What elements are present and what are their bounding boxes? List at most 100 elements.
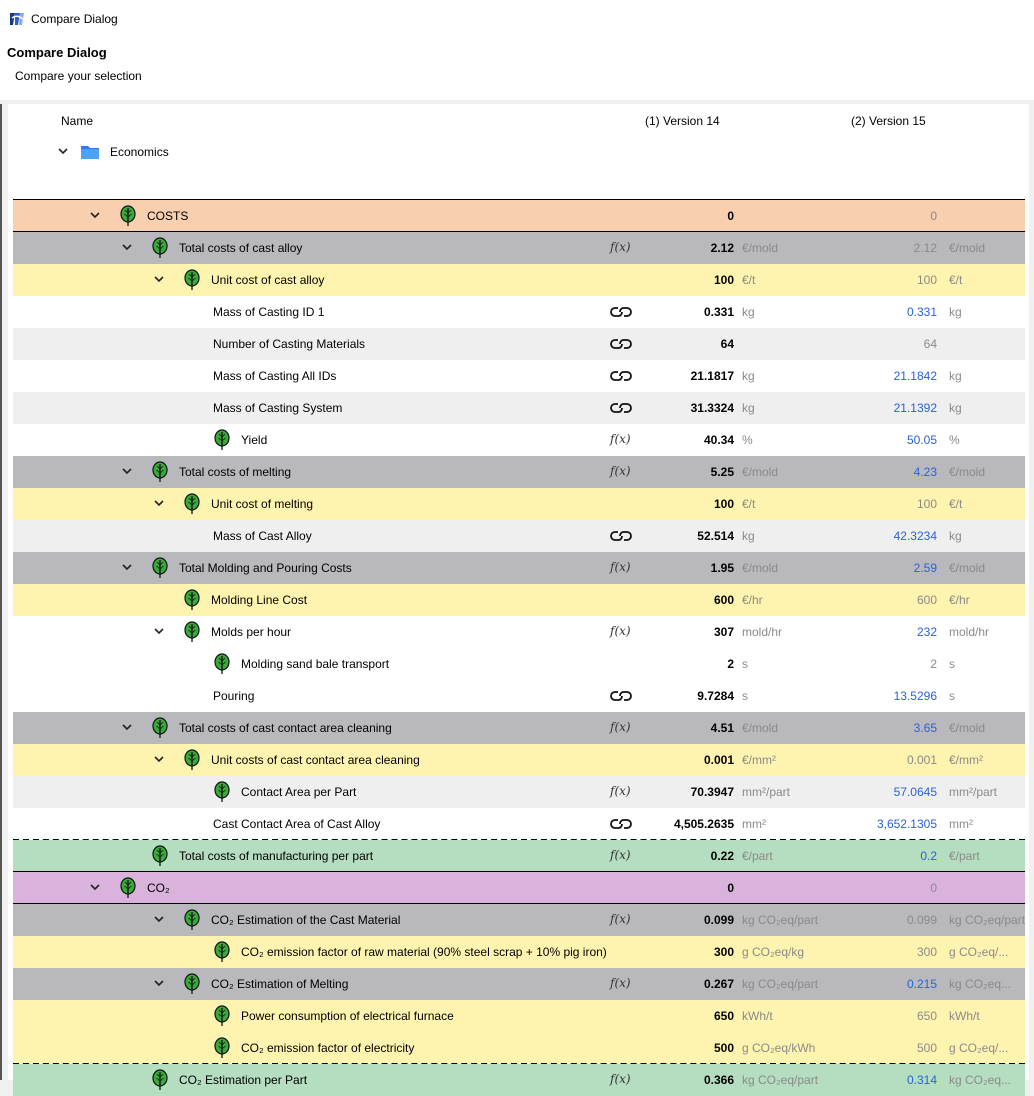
chevron-down-icon[interactable] bbox=[57, 145, 69, 157]
tree-row[interactable]: Power consumption of electrical furnace 6… bbox=[13, 1000, 1025, 1032]
row-name: Total costs of manufacturing per part bbox=[179, 849, 374, 863]
version1-value: 5.25 bbox=[710, 465, 734, 479]
tree-row[interactable]: Total costs of manufacturing per part f(x… bbox=[13, 840, 1025, 872]
tree-row[interactable]: CO₂ 0 0 bbox=[13, 872, 1025, 904]
row-name: Mass of Casting All IDs bbox=[213, 369, 337, 383]
tree-row[interactable]: Molds per hour f(x) 307 mold/hr 232 mold/hr bbox=[13, 616, 1025, 648]
app-logo-icon bbox=[10, 13, 24, 25]
chevron-down-icon[interactable] bbox=[121, 465, 133, 477]
row-name: Contact Area per Part bbox=[241, 785, 357, 799]
chevron-down-icon[interactable] bbox=[153, 753, 165, 765]
row-name: CO₂ emission factor of raw material (90%… bbox=[241, 945, 607, 959]
row-name: Molding sand bale transport bbox=[241, 657, 390, 671]
chevron-down-icon[interactable] bbox=[89, 881, 101, 893]
tree-row[interactable]: Contact Area per Part f(x) 70.3947 mm²/part… bbox=[13, 776, 1025, 808]
tree-row[interactable]: CO₂ emission factor of electricity 500 g C… bbox=[13, 1032, 1025, 1064]
chevron-down-icon[interactable] bbox=[121, 241, 133, 253]
formula-icon: f(x) bbox=[610, 784, 631, 798]
chevron-down-icon[interactable] bbox=[153, 273, 165, 285]
version1-value: 64 bbox=[720, 337, 734, 351]
version2-value: 650 bbox=[916, 1009, 937, 1023]
version2-value: 0 bbox=[930, 881, 937, 895]
chevron-down-icon[interactable] bbox=[89, 209, 101, 221]
chevron-down-icon[interactable] bbox=[121, 561, 133, 573]
row-name: Total Molding and Pouring Costs bbox=[179, 561, 352, 575]
link-icon bbox=[610, 307, 632, 317]
version2-value: 0.331 bbox=[906, 305, 937, 319]
tree-row[interactable]: Unit cost of melting 100 €/t 100 €/t bbox=[13, 488, 1025, 520]
tree-row[interactable]: CO₂ Estimation per Part f(x) 0.366 kg CO₂eq… bbox=[13, 1064, 1025, 1096]
chevron-down-icon[interactable] bbox=[153, 913, 165, 925]
version1-value: 52.514 bbox=[697, 529, 734, 543]
version2-value: 0.215 bbox=[906, 977, 937, 991]
leaf-icon bbox=[214, 1037, 230, 1058]
tree-row[interactable]: Pouring 9.7284 s 13.5296 s bbox=[13, 680, 1025, 712]
tree-row[interactable]: Unit costs of cast contact area cleaning… bbox=[13, 744, 1025, 776]
tree-row[interactable]: Mass of Cast Alloy 52.514 kg 42.3234 kg bbox=[13, 520, 1025, 552]
tree-row[interactable]: Molding Line Cost 600 €/hr 600 €/hr bbox=[13, 584, 1025, 616]
tree-row[interactable]: Molding sand bale transport 2 s 2 s bbox=[13, 648, 1025, 680]
tree-row[interactable]: Total Molding and Pouring Costs f(x) 1.95 €… bbox=[13, 552, 1025, 584]
version2-value: 0.314 bbox=[906, 1073, 937, 1087]
link-icon bbox=[610, 819, 632, 829]
tree-row[interactable]: Mass of Casting All IDs 21.1817 kg 21.1842 k… bbox=[13, 360, 1025, 392]
leaf-icon bbox=[184, 909, 200, 930]
compare-tree-panel[interactable]: Name (1) Version 14 (2) Version 15 Econo… bbox=[8, 104, 1029, 1096]
leaf-icon bbox=[214, 941, 230, 962]
tree-row[interactable]: Total costs of cast alloy f(x) 2.12 €/mold 2… bbox=[13, 232, 1025, 264]
formula-icon: f(x) bbox=[610, 1072, 631, 1086]
version2-unit: €/hr bbox=[949, 593, 970, 607]
version2-value: 100 bbox=[916, 497, 937, 511]
tree-row[interactable]: Number of Casting Materials 64 64 bbox=[13, 328, 1025, 360]
version1-unit: g CO₂eq/kg bbox=[742, 945, 805, 959]
version1-value: 0.366 bbox=[703, 1073, 734, 1087]
tree-row[interactable]: COSTS 0 0 bbox=[13, 200, 1025, 232]
version1-unit: €/hr bbox=[742, 593, 763, 607]
version2-unit: kg bbox=[949, 369, 962, 383]
leaf-icon bbox=[184, 269, 200, 290]
row-name: CO₂ emission factor of electricity bbox=[241, 1041, 415, 1055]
link-icon bbox=[610, 691, 632, 701]
tree-row[interactable]: Mass of Casting ID 1 0.331 kg 0.331 kg bbox=[13, 296, 1025, 328]
tree-row[interactable]: Cast Contact Area of Cast Alloy 4,505.263… bbox=[13, 808, 1025, 840]
tree-row[interactable]: CO₂ emission factor of raw material (90%… bbox=[13, 936, 1025, 968]
version1-value: 0.267 bbox=[703, 977, 734, 991]
formula-icon: f(x) bbox=[610, 976, 631, 990]
version1-unit: kg bbox=[742, 529, 755, 543]
version2-unit: €/mm² bbox=[949, 753, 983, 767]
chevron-down-icon[interactable] bbox=[121, 721, 133, 733]
leaf-icon bbox=[152, 461, 168, 482]
column-header-version2[interactable]: (2) Version 15 bbox=[851, 114, 926, 128]
version1-value: 100 bbox=[713, 497, 734, 511]
row-name: CO₂ Estimation of the Cast Material bbox=[211, 913, 401, 927]
chevron-down-icon[interactable] bbox=[153, 497, 165, 509]
tree-root-economics[interactable]: Economics bbox=[13, 136, 1025, 168]
version1-unit: mm²/part bbox=[742, 785, 790, 799]
tree-row[interactable]: Unit cost of cast alloy 100 €/t 100 €/t bbox=[13, 264, 1025, 296]
version1-value: 4.51 bbox=[710, 721, 734, 735]
tree-row[interactable]: Mass of Casting System 31.3324 kg 21.1392 kg bbox=[13, 392, 1025, 424]
version2-unit: €/part bbox=[949, 849, 980, 863]
row-name: Total costs of melting bbox=[179, 465, 292, 479]
version1-value: 0.331 bbox=[703, 305, 734, 319]
leaf-icon bbox=[184, 749, 200, 770]
column-header-name[interactable]: Name bbox=[61, 114, 94, 128]
chevron-down-icon[interactable] bbox=[153, 625, 165, 637]
version2-value: 21.1392 bbox=[893, 401, 937, 415]
version1-value: 500 bbox=[713, 1041, 734, 1055]
version1-value: 4,505.2635 bbox=[673, 817, 734, 831]
column-header-version1[interactable]: (1) Version 14 bbox=[645, 114, 720, 128]
tree-row[interactable]: Total costs of cast contact area cleanin… bbox=[13, 712, 1025, 744]
chevron-down-icon[interactable] bbox=[153, 977, 165, 989]
tree-row[interactable]: CO₂ Estimation of the Cast Material f(x) 0… bbox=[13, 904, 1025, 936]
formula-icon: f(x) bbox=[610, 560, 631, 574]
version1-unit: kg bbox=[742, 305, 755, 319]
version1-unit: kg bbox=[742, 369, 755, 383]
row-name: Mass of Casting ID 1 bbox=[213, 305, 325, 319]
version1-unit: kg bbox=[742, 401, 755, 415]
tree-row[interactable]: CO₂ Estimation of Melting f(x) 0.267 kg CO₂… bbox=[13, 968, 1025, 1000]
version1-value: 100 bbox=[713, 273, 734, 287]
tree-row[interactable]: Total costs of melting f(x) 5.25 €/mold 4.23… bbox=[13, 456, 1025, 488]
version1-value: 40.34 bbox=[703, 433, 734, 447]
tree-row[interactable]: Yield f(x) 40.34% 50.05% bbox=[13, 424, 1025, 456]
